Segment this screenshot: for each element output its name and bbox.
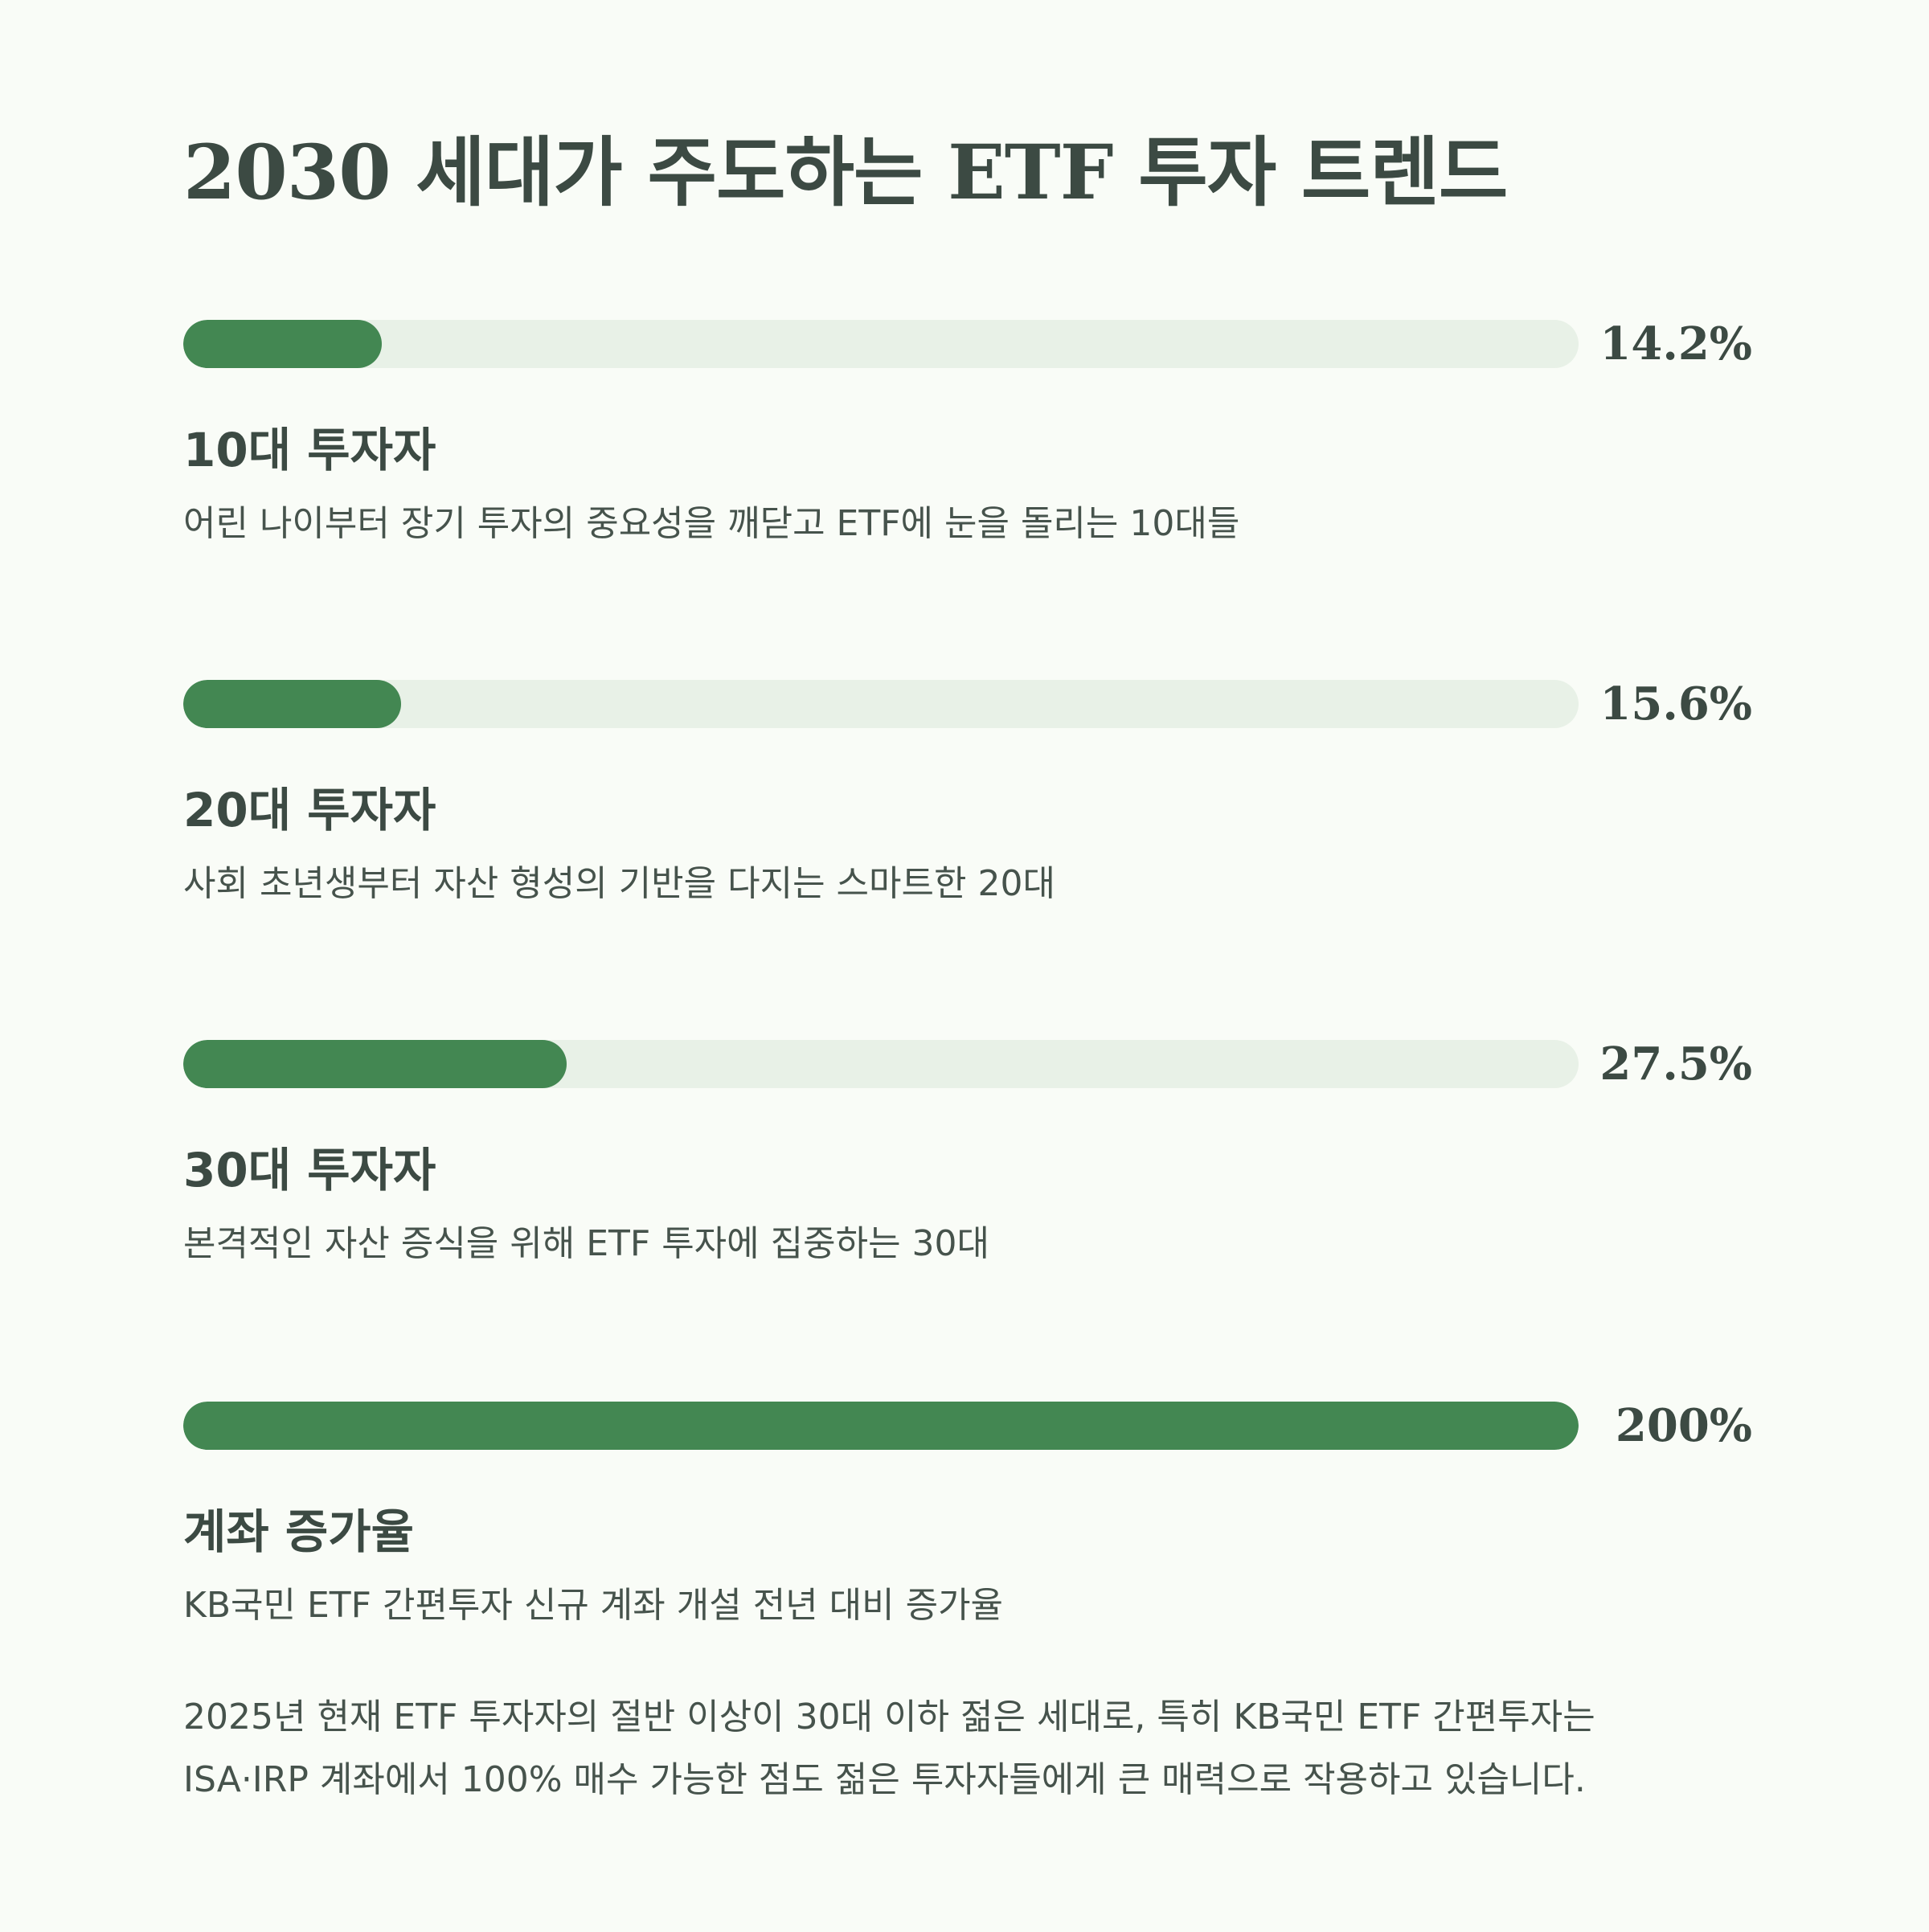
bar-value-account-growth: 200%	[1615, 1399, 1752, 1452]
bar-value-twenties: 15.6%	[1599, 677, 1752, 731]
bar-label-account-growth: 계좌 증가율	[183, 1504, 414, 1559]
bar-track	[183, 1402, 1579, 1450]
bar-fill-account-growth	[183, 1402, 1579, 1450]
footnote-line: 2025년 현재 ETF 투자자의 절반 이상이 30대 이하 젊은 세대로, …	[183, 1697, 1595, 1738]
bar-fill-teens	[183, 320, 382, 368]
bar-fill-twenties	[183, 680, 401, 728]
bar-track	[183, 680, 1579, 728]
bar-description-twenties: 사회 초년생부터 자산 형성의 기반을 다지는 스마트한 20대	[183, 863, 1055, 904]
bar-label-thirties: 30대 투자자	[183, 1143, 436, 1197]
bar-value-thirties: 27.5%	[1599, 1038, 1752, 1091]
page-title: 2030 세대가 주도하는 ETF 투자 트렌드	[183, 129, 1508, 217]
bar-description-teens: 어린 나이부터 장기 투자의 중요성을 깨닫고 ETF에 눈을 돌리는 10대들	[183, 503, 1240, 544]
bar-value-teens: 14.2%	[1599, 317, 1752, 370]
bar-description-account-growth: KB국민 ETF 간편투자 신규 계좌 개설 전년 대비 증가율	[183, 1585, 1004, 1626]
bar-track	[183, 1040, 1579, 1088]
bar-label-twenties: 20대 투자자	[183, 783, 436, 837]
footnote: 2025년 현재 ETF 투자자의 절반 이상이 30대 이하 젊은 세대로, …	[183, 1686, 1775, 1811]
bar-track	[183, 320, 1579, 368]
footnote-line: ISA·IRP 계좌에서 100% 매수 가능한 점도 젊은 투자자들에게 큰 …	[183, 1759, 1586, 1800]
bar-description-thirties: 본격적인 자산 증식을 위해 ETF 투자에 집중하는 30대	[183, 1223, 989, 1264]
bar-label-teens: 10대 투자자	[183, 423, 436, 477]
bar-fill-thirties	[183, 1040, 567, 1088]
